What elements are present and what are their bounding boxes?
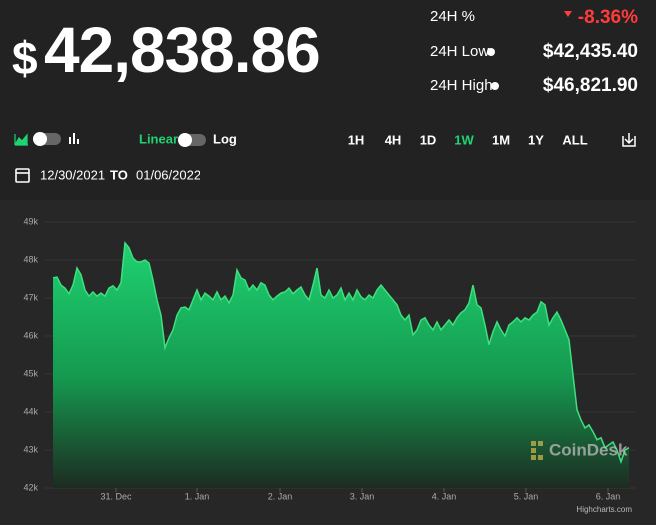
watermark: CoinDesk xyxy=(531,440,628,460)
date-to-label: TO xyxy=(110,167,128,182)
stat-value: $46,821.90 xyxy=(543,75,638,96)
calendar-icon[interactable] xyxy=(15,168,30,183)
download-icon[interactable] xyxy=(622,133,636,147)
scale-option[interactable]: Log xyxy=(213,131,237,146)
credits[interactable]: Highcharts.com xyxy=(576,505,632,514)
stat-label: 24H High xyxy=(430,77,493,94)
info-icon[interactable] xyxy=(487,48,495,56)
stat-label: 24H Low xyxy=(430,43,489,60)
x-tick-label: 2. Jan xyxy=(268,491,293,501)
price: 42,838.86 xyxy=(44,14,320,86)
y-tick-label: 45k xyxy=(23,368,38,378)
toggle-knob xyxy=(178,133,192,147)
date-range: 12/30/2021 TO 01/06/2022 xyxy=(15,167,201,183)
chart-type-toggle[interactable] xyxy=(14,132,79,146)
y-tick-label: 42k xyxy=(23,482,38,492)
range-button[interactable]: ALL xyxy=(562,132,587,147)
y-tick-label: 48k xyxy=(23,254,38,264)
y-tick-label: 47k xyxy=(23,292,38,302)
stat-value: $42,435.40 xyxy=(543,41,638,62)
date-from[interactable]: 12/30/2021 xyxy=(40,167,105,182)
info-icon[interactable] xyxy=(491,82,499,90)
stat-label: 24H % xyxy=(430,8,475,25)
range-button[interactable]: 1M xyxy=(492,132,510,147)
scale-toggle[interactable]: Linear Log xyxy=(139,131,237,147)
range-buttons: 1H 4H 1D 1W 1M 1Y ALL xyxy=(348,132,588,147)
date-to-clip: 01/06/2022 xyxy=(136,167,201,182)
y-tick-label: 43k xyxy=(23,444,38,454)
toggle-knob xyxy=(33,132,47,146)
date-to[interactable]: 01/06/2022 xyxy=(136,167,201,182)
range-button[interactable]: 4H xyxy=(385,132,402,147)
x-tick-label: 3. Jan xyxy=(350,491,375,501)
price-line xyxy=(52,241,630,465)
watermark-icon xyxy=(538,441,543,446)
watermark-icon xyxy=(538,455,543,460)
y-tick-label: 49k xyxy=(23,216,38,226)
down-arrow xyxy=(564,11,572,17)
x-tick-label: 6. Jan xyxy=(596,491,621,501)
x-tick-label: 31. Dec xyxy=(100,491,132,501)
x-tick-label: 5. Jan xyxy=(514,491,539,501)
stats: 24H % -8.36% 24H Low $42,435.40 24H High… xyxy=(430,7,638,96)
y-tick-label: 44k xyxy=(23,406,38,416)
range-button[interactable]: 1Y xyxy=(528,132,544,147)
y-tick-label: 46k xyxy=(23,330,38,340)
area-fill xyxy=(53,242,629,488)
x-tick-label: 4. Jan xyxy=(432,491,457,501)
range-button[interactable]: 1W xyxy=(454,132,474,147)
range-button[interactable]: 1H xyxy=(348,132,365,147)
scale-option[interactable]: Linear xyxy=(139,131,178,146)
stat-value: -8.36% xyxy=(578,7,638,28)
watermark-icon xyxy=(531,455,536,460)
range-button[interactable]: 1D xyxy=(420,132,437,147)
watermark-icon xyxy=(531,441,536,446)
watermark-text: CoinDesk xyxy=(549,440,628,459)
plot: 42k 43k 44k 45k 46k 47k 48k 49k 31. Dec 1. Jan 2. … xyxy=(23,216,635,501)
watermark-icon xyxy=(531,448,536,453)
bar-icon xyxy=(69,133,79,144)
x-tick-label: 1. Jan xyxy=(185,491,210,501)
currency-symbol: $ xyxy=(12,32,38,84)
area-icon xyxy=(14,133,28,146)
